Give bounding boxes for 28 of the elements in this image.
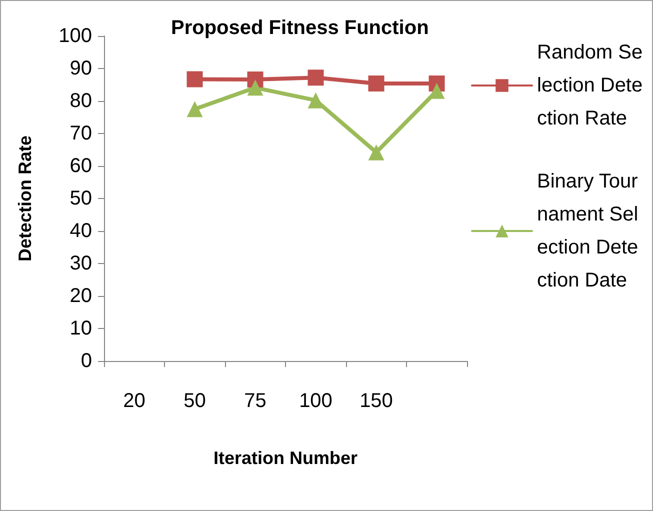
x-tick-label: 150 <box>360 390 393 412</box>
x-tick-label: 100 <box>299 390 332 412</box>
point <box>186 71 203 88</box>
y-axis-title: Detection Rate <box>15 135 35 262</box>
point <box>308 70 324 86</box>
x-tick-label: 75 <box>244 390 266 412</box>
x-tick-label: 50 <box>184 390 206 412</box>
y-tick-label: 20 <box>70 285 92 307</box>
point <box>308 92 324 108</box>
y-tick-label: 10 <box>70 318 92 340</box>
y-tick-label: 90 <box>70 58 92 80</box>
x-tick-label: 20 <box>123 390 146 412</box>
y-tick-label: 100 <box>58 25 92 47</box>
y-tick-label: 80 <box>70 90 92 112</box>
y-tick-label: 0 <box>80 350 92 372</box>
legend-label: Random Selection Detection Rate <box>537 42 643 130</box>
chart-title: Proposed Fitness Function <box>171 17 429 39</box>
point <box>368 75 384 92</box>
y-tick-label: 40 <box>70 220 92 242</box>
y-tick-label: 50 <box>70 188 92 210</box>
x-axis-title: Iteration Number <box>213 448 358 468</box>
point <box>368 144 384 160</box>
point <box>186 101 203 118</box>
y-tick-label: 60 <box>70 155 92 177</box>
y-tick-label: 70 <box>70 122 92 144</box>
point <box>247 80 264 96</box>
legend-label: Binary Tournament Selection Detection Date <box>537 170 638 292</box>
y-tick-label: 30 <box>70 252 92 274</box>
